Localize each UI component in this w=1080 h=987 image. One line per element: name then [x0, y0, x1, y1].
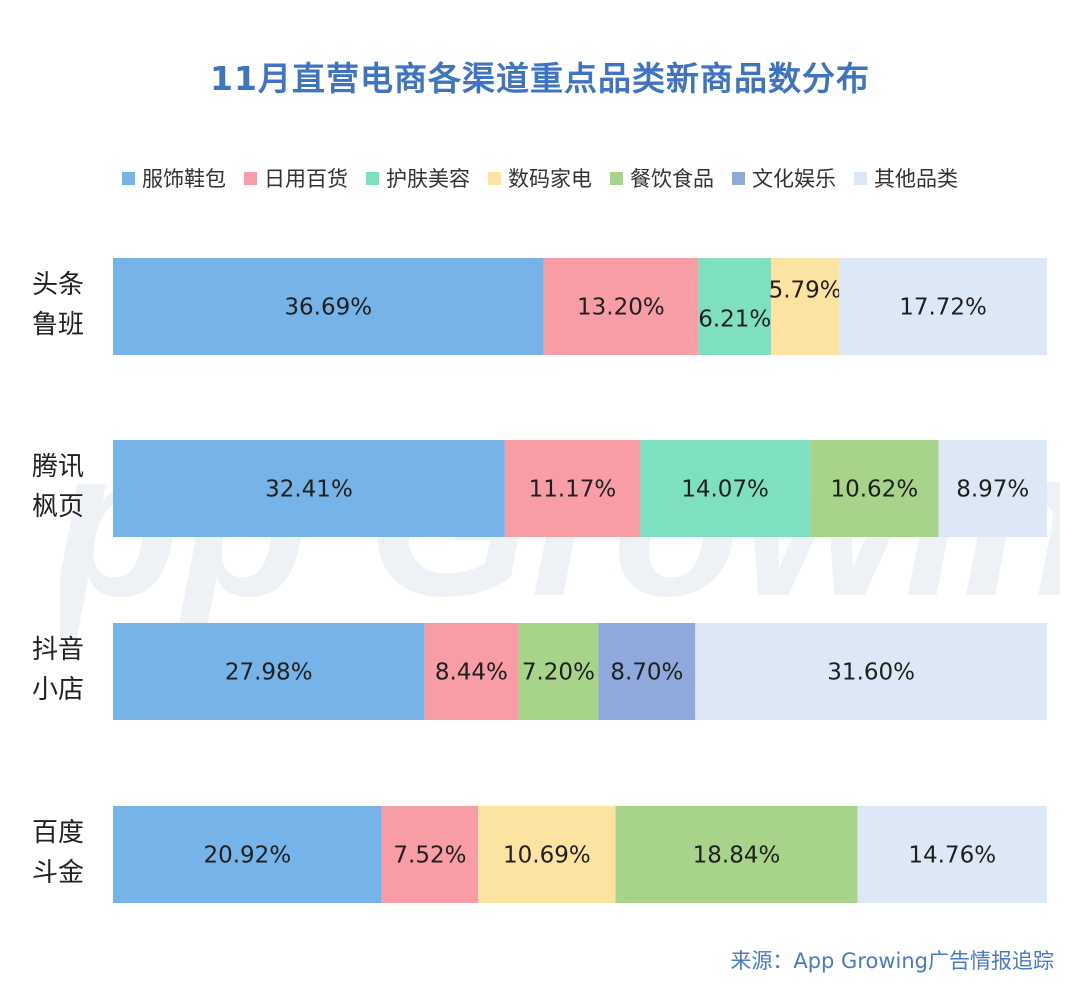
bar-segment [598, 623, 696, 720]
bar-segment [698, 258, 772, 355]
legend-swatch [122, 171, 135, 185]
row-label: 枫页 [32, 492, 84, 522]
data-label: 10.69% [503, 843, 591, 869]
data-label: 31.60% [827, 660, 915, 686]
bar-segment [518, 623, 599, 720]
chart-title: 11月直营电商各渠道重点品类新商品数分布 [210, 59, 870, 98]
legend-item: 文化娱乐 [732, 163, 836, 193]
legend-item: 数码家电 [488, 163, 592, 193]
row-label: 抖音 [32, 635, 84, 665]
data-label: 8.44% [435, 660, 508, 686]
legend-label: 数码家电 [508, 167, 592, 191]
legend-swatch [366, 171, 379, 185]
bar-segment [113, 440, 505, 537]
bar-segment [478, 806, 616, 903]
data-label: 32.41% [265, 477, 353, 503]
legend-swatch [244, 171, 257, 185]
legend-swatch [854, 171, 867, 185]
bar-segment [615, 806, 858, 903]
row-label: 鲁班 [32, 310, 84, 340]
legend-item: 服饰鞋包 [122, 163, 226, 193]
legend-label: 其他品类 [874, 167, 958, 191]
chart-legend: 服饰鞋包 日用百货 护肤美容 数码家电 餐饮食品 文化娱乐 其他品类 [0, 163, 1080, 193]
bar-segment [839, 258, 1047, 355]
legend-item: 餐饮食品 [610, 163, 714, 193]
bar-segment [113, 623, 425, 720]
bar-segment [424, 623, 519, 720]
legend-label: 护肤美容 [386, 167, 470, 191]
row-label: 斗金 [32, 858, 84, 888]
bar-segment [810, 440, 939, 537]
data-label: 14.07% [681, 477, 769, 503]
data-label: 8.70% [610, 660, 683, 686]
data-label: 27.98% [225, 660, 313, 686]
bar-segment [381, 806, 479, 903]
bar-segment [543, 258, 699, 355]
data-label: 18.84% [693, 843, 781, 869]
row-label: 腾讯 [32, 452, 84, 482]
legend-item: 其他品类 [854, 163, 958, 193]
data-label: 5.79% [769, 278, 842, 304]
row-label: 小店 [32, 675, 84, 705]
bar-segment [113, 258, 544, 355]
legend-label: 服饰鞋包 [142, 167, 226, 191]
legend-label: 日用百货 [264, 167, 348, 191]
data-label: 8.97% [956, 477, 1029, 503]
bar-segment [938, 440, 1047, 537]
bar-segment [771, 258, 840, 355]
legend-label: 餐饮食品 [630, 167, 714, 191]
data-label: 17.72% [899, 295, 987, 321]
data-label: 7.20% [522, 660, 595, 686]
data-label: 13.20% [577, 295, 665, 321]
data-label: 6.21% [698, 307, 771, 333]
bar-segment [639, 440, 811, 537]
data-label: 10.62% [830, 477, 918, 503]
data-label: 20.92% [203, 843, 291, 869]
legend-swatch [488, 171, 501, 185]
source-note: 来源：App Growing广告情报追踪 [730, 949, 1054, 973]
row-label: 头条 [32, 270, 84, 300]
legend-swatch [732, 171, 745, 185]
legend-label: 文化娱乐 [752, 167, 836, 191]
row-label: 百度 [32, 818, 84, 848]
data-label: 36.69% [284, 295, 372, 321]
legend-item: 日用百货 [244, 163, 348, 193]
data-label: 11.17% [529, 477, 617, 503]
bar-segment [695, 623, 1047, 720]
data-label: 14.76% [908, 843, 996, 869]
bar-segment [113, 806, 382, 903]
bar-segment [857, 806, 1047, 903]
legend-swatch [610, 171, 623, 185]
bar-segment [504, 440, 640, 537]
legend-item: 护肤美容 [366, 163, 470, 193]
data-label: 7.52% [393, 843, 466, 869]
